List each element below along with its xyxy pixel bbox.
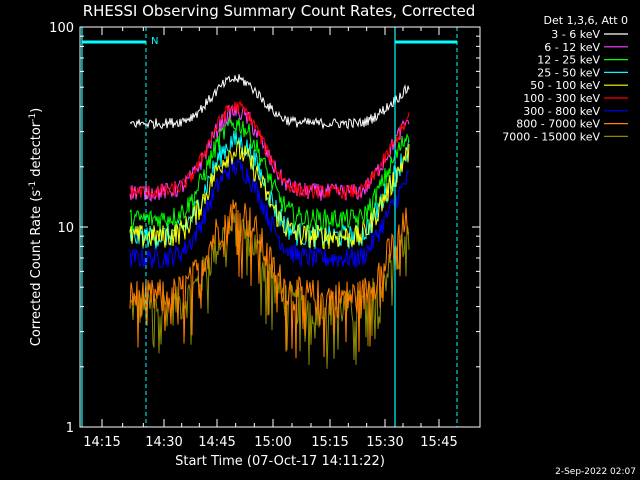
legend-label: 12 - 25 keV: [537, 54, 600, 67]
x-tick-label-1530: 15:30: [366, 435, 403, 450]
x-tick-label-1545: 15:45: [420, 435, 457, 450]
y-axis-ticks: [80, 35, 480, 428]
x-tick-label-1445: 14:45: [198, 435, 235, 450]
y-axis-label-main: Corrected Count Rate (s: [29, 190, 44, 347]
series-3-6kev: [129, 74, 410, 130]
legend-label: 25 - 50 keV: [537, 66, 600, 79]
footer-date: 2-Sep-2022 02:07: [555, 467, 636, 477]
series-trace: [129, 74, 410, 130]
y-axis-label-sup1: -1: [28, 181, 38, 190]
x-axis-label: Start Time (07-Oct-17 14:11:22): [175, 454, 385, 469]
legend-label: 100 - 300 keV: [523, 92, 600, 105]
legend-title: Det 1,3,6, Att 0: [544, 14, 628, 27]
legend-label: 300 - 800 keV: [523, 105, 600, 118]
legend-label: 3 - 6 keV: [551, 28, 600, 41]
x-tick-label-1415: 14:15: [83, 435, 120, 450]
y-axis-label-end: ): [29, 108, 44, 113]
series-trace: [129, 199, 410, 359]
series-50-100kev: [129, 140, 410, 250]
series-trace: [129, 140, 410, 250]
series-trace: [129, 116, 410, 231]
y-axis-label-sup2: -1: [28, 113, 38, 122]
series-800-7000kev: [129, 199, 410, 359]
night-label: N: [151, 36, 158, 47]
y-tick-label-100: 100: [49, 21, 74, 36]
series-100-300kev: [129, 99, 410, 201]
y-tick-label-10: 10: [57, 221, 74, 236]
y-tick-label-1: 1: [66, 421, 74, 436]
plot-data: [129, 74, 410, 369]
x-tick-label-1515: 15:15: [311, 435, 348, 450]
y-axis-label-mid: detector: [29, 121, 44, 181]
chart-title: RHESSI Observing Summary Count Rates, Co…: [83, 2, 476, 20]
legend-label: 800 - 7000 keV: [516, 118, 600, 131]
legend-label: 6 - 12 keV: [544, 41, 600, 54]
series-12-25kev: [129, 116, 410, 231]
y-axis-label: Corrected Count Rate (s-1 detector-1): [28, 108, 44, 346]
series-trace: [129, 99, 410, 201]
x-tick-label-1430: 14:30: [145, 435, 182, 450]
series-trace: [129, 158, 410, 269]
x-tick-label-1500: 15:00: [254, 435, 291, 450]
legend-label: 50 - 100 keV: [530, 79, 600, 92]
legend-label: 7000 - 15000 keV: [502, 130, 600, 143]
series-300-800kev: [129, 158, 410, 269]
x-axis-ticks: [101, 27, 440, 427]
